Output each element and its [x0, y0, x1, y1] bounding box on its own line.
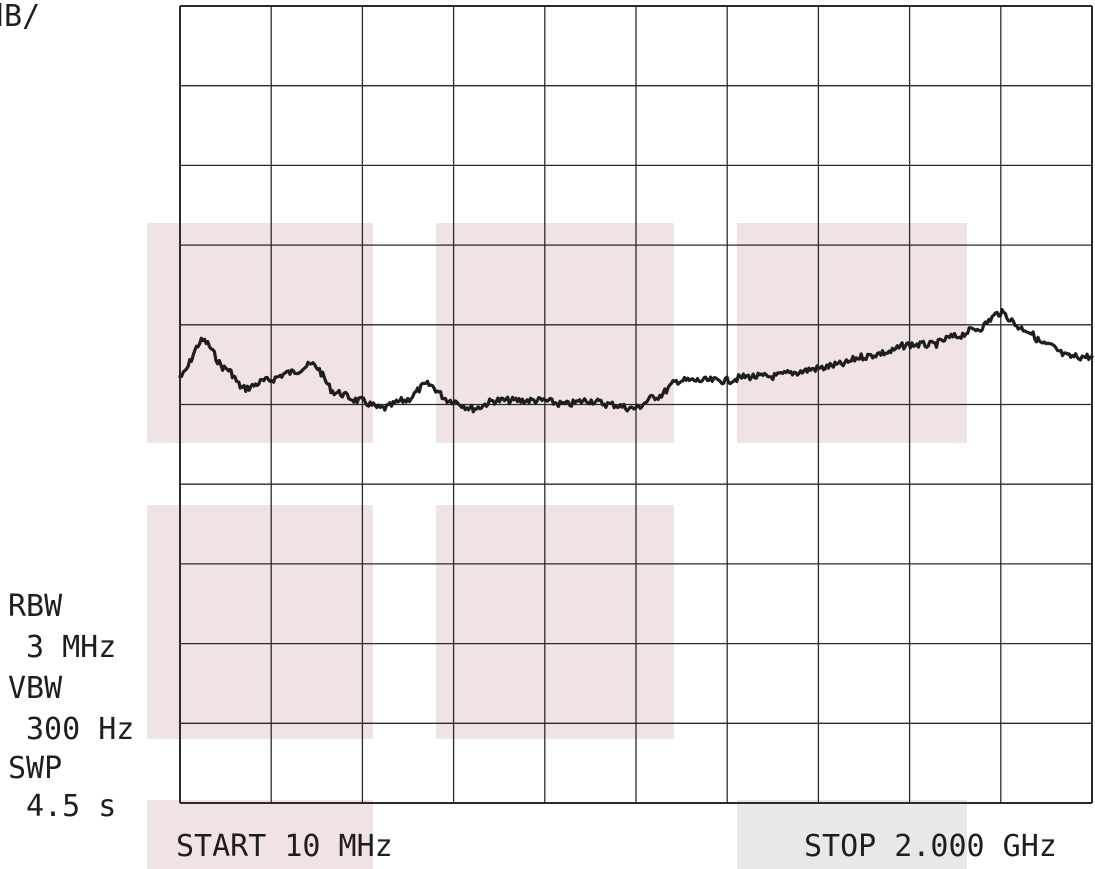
start-frequency-label: START 10 MHz [176, 829, 393, 864]
vbw-label: VBW [8, 671, 63, 706]
highlight-box [737, 223, 967, 443]
rbw-value: 3 MHz [26, 630, 117, 665]
swp-label: SWP [8, 751, 63, 786]
stop-frequency-label: STOP 2.000 GHz [804, 829, 1057, 864]
vbw-value: 300 Hz [26, 712, 135, 747]
scale-label: dB/ [0, 0, 41, 34]
highlight-box [147, 223, 373, 443]
spectrum-trace [178, 308, 1094, 414]
highlight-layer [147, 223, 967, 869]
rbw-label: RBW [8, 589, 63, 624]
highlight-box [737, 800, 967, 869]
highlight-box [436, 505, 674, 739]
swp-value: 4.5 s [26, 789, 117, 824]
highlight-box [147, 800, 373, 869]
grid-layer [179, 5, 1093, 804]
highlight-box [147, 505, 373, 739]
highlight-box [436, 223, 674, 443]
trace-layer [178, 308, 1094, 414]
